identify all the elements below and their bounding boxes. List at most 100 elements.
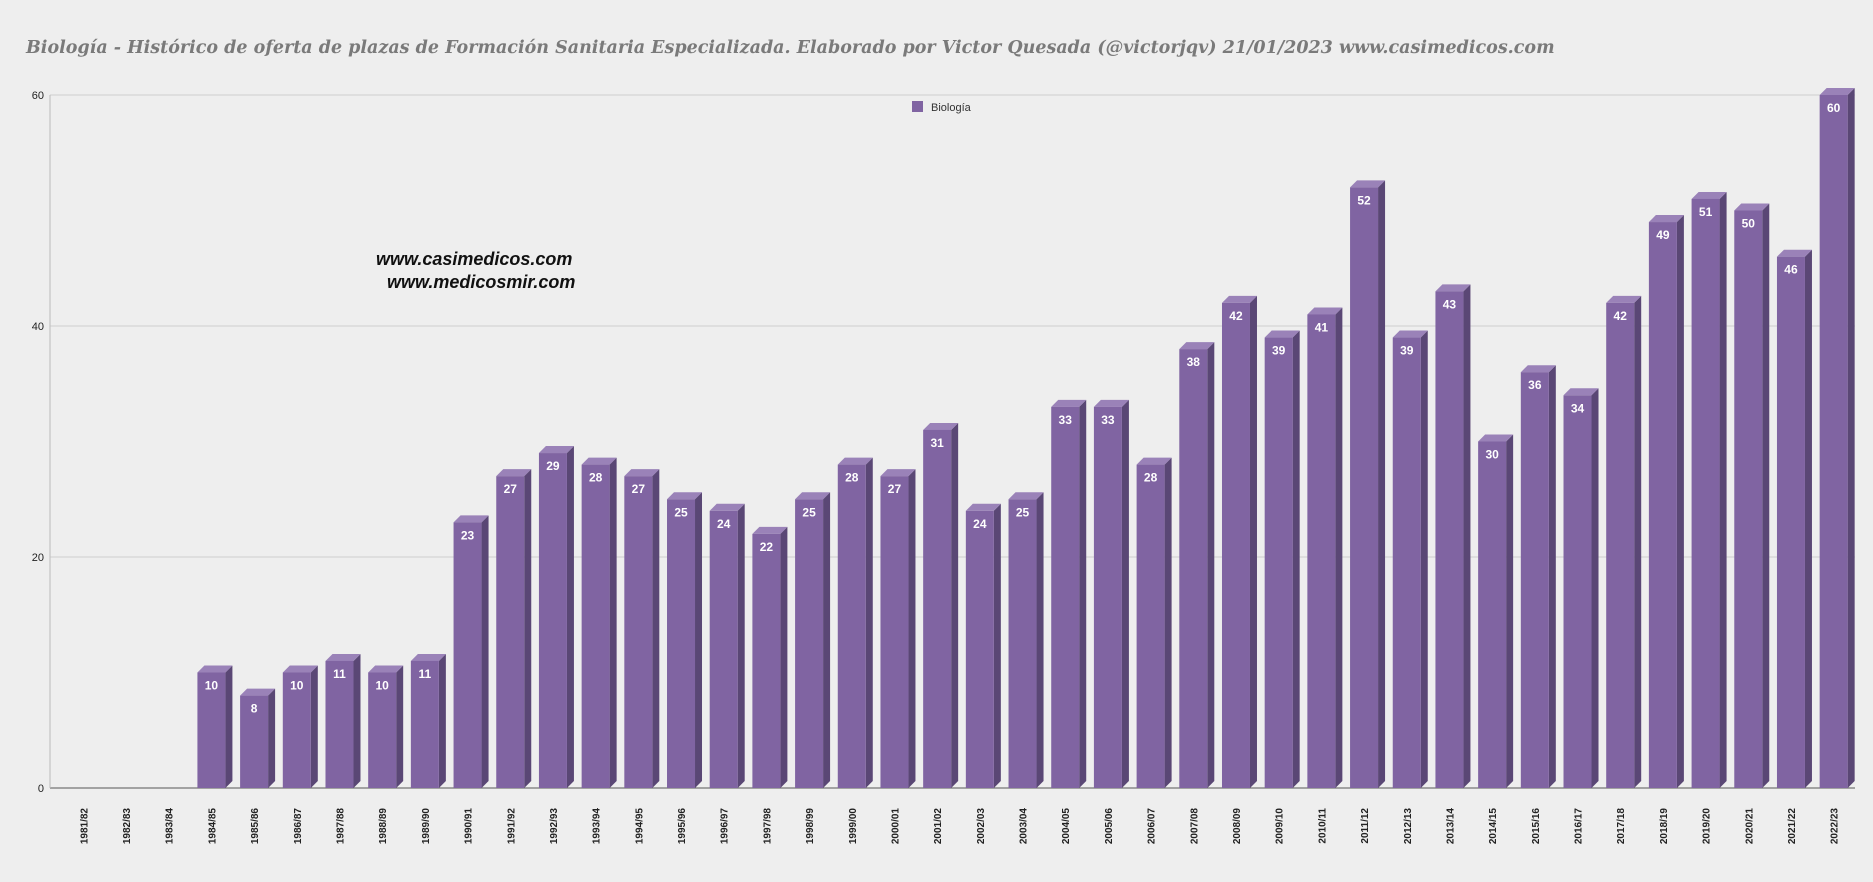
bar [325,653,361,788]
bar-top [496,469,532,477]
bar [795,492,831,788]
bar [1520,365,1556,788]
bar-side [1121,399,1129,788]
bar [1648,215,1684,789]
x-tick-label: 2018/19 [1659,808,1670,845]
data-label: 38 [1187,355,1201,369]
data-label: 51 [1699,205,1713,219]
bar-top [581,457,617,465]
bar [709,503,745,788]
watermark-medicosmir: www.medicosmir.com [387,272,576,292]
bar [1008,492,1044,788]
data-label: 41 [1315,320,1329,334]
x-tick-label: 1999/00 [848,808,859,845]
x-tick-label: 2004/05 [1061,808,1072,845]
bar-side [1634,295,1642,788]
bar [1435,284,1471,788]
bar-front [1392,337,1421,788]
bar-side [1506,434,1514,788]
bar-side [1207,342,1215,788]
x-tick-label: 2014/15 [1488,808,1499,845]
bar-front [325,660,354,788]
x-tick-label: 2015/16 [1531,808,1542,845]
data-label: 43 [1443,297,1457,311]
bar-top [1264,330,1300,338]
x-tick-label: 1985/86 [250,808,261,845]
bar-top [282,665,318,673]
bar [1606,295,1642,788]
bar-side [353,653,361,788]
bar-side [310,665,318,788]
bar-front [837,464,866,788]
x-tick-label: 2010/11 [1317,808,1328,844]
bar-front [240,695,269,788]
bar-side [438,653,446,788]
bar-top [1392,330,1428,338]
data-label: 46 [1784,263,1798,277]
bar-side [780,526,788,788]
x-tick-label: 2009/10 [1275,808,1286,845]
bars: 10 8 10 11 10 11 23 27 29 28 27 25 24 22 25 28 27 31 24 25 3… [197,88,1855,789]
bar-top [624,469,660,477]
bar-front [538,453,567,788]
bar-side [1591,388,1599,788]
bar-front [795,499,824,788]
x-tick-label: 2001/02 [933,808,944,845]
bar-side [908,469,916,788]
data-label: 42 [1229,309,1243,323]
bar-side [695,492,703,788]
bar-front [1307,314,1336,788]
bar-side [1548,365,1556,788]
bar [1563,388,1599,788]
bar-front [282,672,311,788]
bar [1819,88,1855,788]
x-tick-label: 2017/18 [1616,808,1627,845]
bar-front [1606,302,1635,788]
bar-top [1691,191,1727,199]
data-label: 60 [1827,101,1841,115]
bar [1136,457,1172,788]
bar-front [1478,441,1507,788]
bar [453,515,489,788]
bar-top [965,503,1001,511]
bar-front [1520,372,1549,788]
bar [496,469,532,788]
bar [1392,330,1428,788]
data-label: 22 [760,540,774,554]
x-tick-label: 2006/07 [1147,808,1158,845]
bar [965,503,1001,788]
data-label: 24 [973,517,987,531]
bar-front [667,499,696,788]
bar [1051,399,1087,788]
bar-top [837,457,873,465]
bar-side [1335,307,1343,788]
bar-side [823,492,831,788]
bar-side [1249,295,1257,788]
x-tick-label: 2008/09 [1232,808,1243,845]
chart-title: Biología - Histórico de oferta de plazas… [26,38,1555,58]
x-tick-label: 1997/98 [762,808,773,845]
bar-top [1520,365,1556,373]
bar [1221,295,1257,788]
bar-side [1676,215,1684,789]
x-tick-label: 2022/23 [1830,808,1841,845]
x-tick-label: 1994/95 [634,808,645,845]
data-label: 10 [375,679,389,693]
data-label: 11 [419,667,432,681]
x-tick-label: 2016/17 [1574,808,1585,845]
y-tick-label: 60 [32,90,44,102]
bar-top [1819,88,1855,95]
bar-front [453,522,482,788]
bar [1350,180,1386,788]
data-label: 28 [589,471,603,485]
bar-front [1051,406,1080,788]
bar [1478,434,1514,788]
bar-front [880,476,909,788]
bar-top [1435,284,1471,292]
watermark-casimedicos: www.casimedicos.com [376,249,573,269]
x-tick-label: 2020/21 [1744,808,1755,845]
bar [624,469,660,788]
x-tick-label: 2000/01 [890,808,901,845]
bar [1093,399,1129,788]
